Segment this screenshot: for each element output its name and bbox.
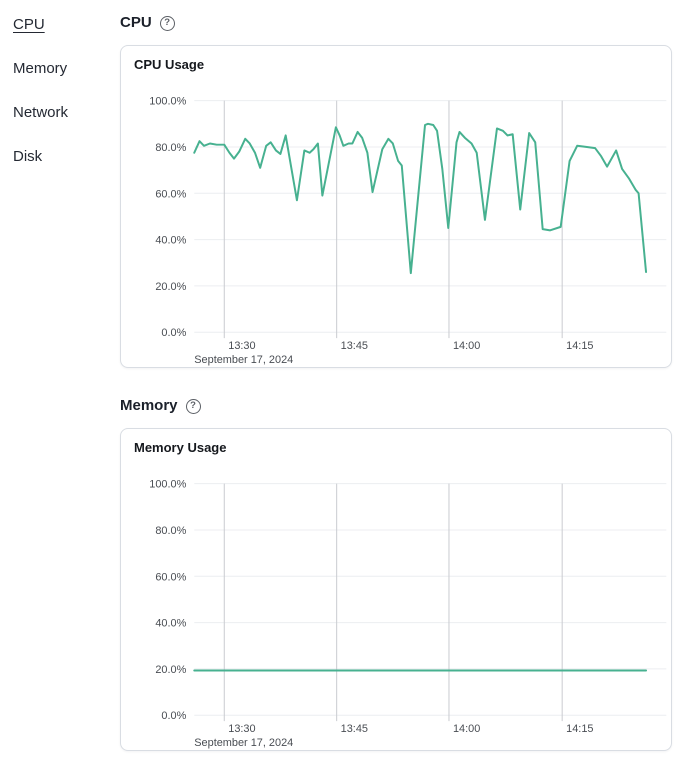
svg-text:100.0%: 100.0% <box>149 96 186 108</box>
svg-text:14:15: 14:15 <box>566 723 593 735</box>
svg-text:60.0%: 60.0% <box>155 188 186 200</box>
cpu-usage-card: CPU Usage 100.0% 80.0% 60.0% 40.0% 20.0% 0.0%… <box>120 45 672 368</box>
svg-text:20.0%: 20.0% <box>155 281 186 293</box>
cpu-section-header: CPU ? <box>120 15 672 31</box>
svg-text:40.0%: 40.0% <box>155 618 186 630</box>
memory-usage-card-title: Memory Usage <box>134 440 227 455</box>
svg-text:100.0%: 100.0% <box>149 479 186 491</box>
cpu-help-icon[interactable]: ? <box>159 15 175 31</box>
sidebar-item-memory[interactable]: Memory <box>13 60 68 77</box>
sidebar-item-network[interactable]: Network <box>13 104 69 121</box>
svg-text:14:15: 14:15 <box>566 340 593 352</box>
svg-text:14:00: 14:00 <box>453 723 480 735</box>
svg-text:13:45: 13:45 <box>341 340 368 352</box>
svg-text:13:30: 13:30 <box>228 723 255 735</box>
svg-text:14:00: 14:00 <box>453 340 480 352</box>
svg-text:0.0%: 0.0% <box>161 327 186 339</box>
svg-text:13:45: 13:45 <box>341 723 368 735</box>
memory-section-title: Memory <box>120 397 178 414</box>
svg-text:60.0%: 60.0% <box>155 571 186 583</box>
svg-text:80.0%: 80.0% <box>155 525 186 537</box>
cpu-usage-chart[interactable]: 100.0% 80.0% 60.0% 40.0% 20.0% 0.0% 13:30 13:45… <box>121 46 671 367</box>
sidebar-item-cpu[interactable]: CPU <box>13 17 68 33</box>
cpu-section-title: CPU <box>120 14 152 31</box>
svg-text:0.0%: 0.0% <box>161 710 186 722</box>
memory-section-header: Memory ? <box>120 398 672 414</box>
svg-text:September 17, 2024: September 17, 2024 <box>194 737 293 749</box>
svg-text:September 17, 2024: September 17, 2024 <box>194 354 293 366</box>
memory-help-icon[interactable]: ? <box>185 398 201 414</box>
svg-text:13:30: 13:30 <box>228 340 255 352</box>
memory-usage-chart[interactable]: 100.0% 80.0% 60.0% 40.0% 20.0% 0.0% 13:30 13:45… <box>121 429 671 750</box>
svg-text:40.0%: 40.0% <box>155 235 186 247</box>
svg-text:20.0%: 20.0% <box>155 664 186 676</box>
cpu-usage-card-title: CPU Usage <box>134 57 205 72</box>
svg-text:80.0%: 80.0% <box>155 142 186 154</box>
metrics-main: CPU ? CPU Usage 100.0% 80.0% 60.0% 40.0% 20.… <box>120 0 672 751</box>
sidebar-item-disk[interactable]: Disk <box>13 149 68 165</box>
memory-usage-card: Memory Usage 100.0% 80.0% 60.0% 40.0% 20.0% 0… <box>120 428 672 751</box>
metrics-sidebar: CPU Memory Network Disk <box>13 17 68 165</box>
